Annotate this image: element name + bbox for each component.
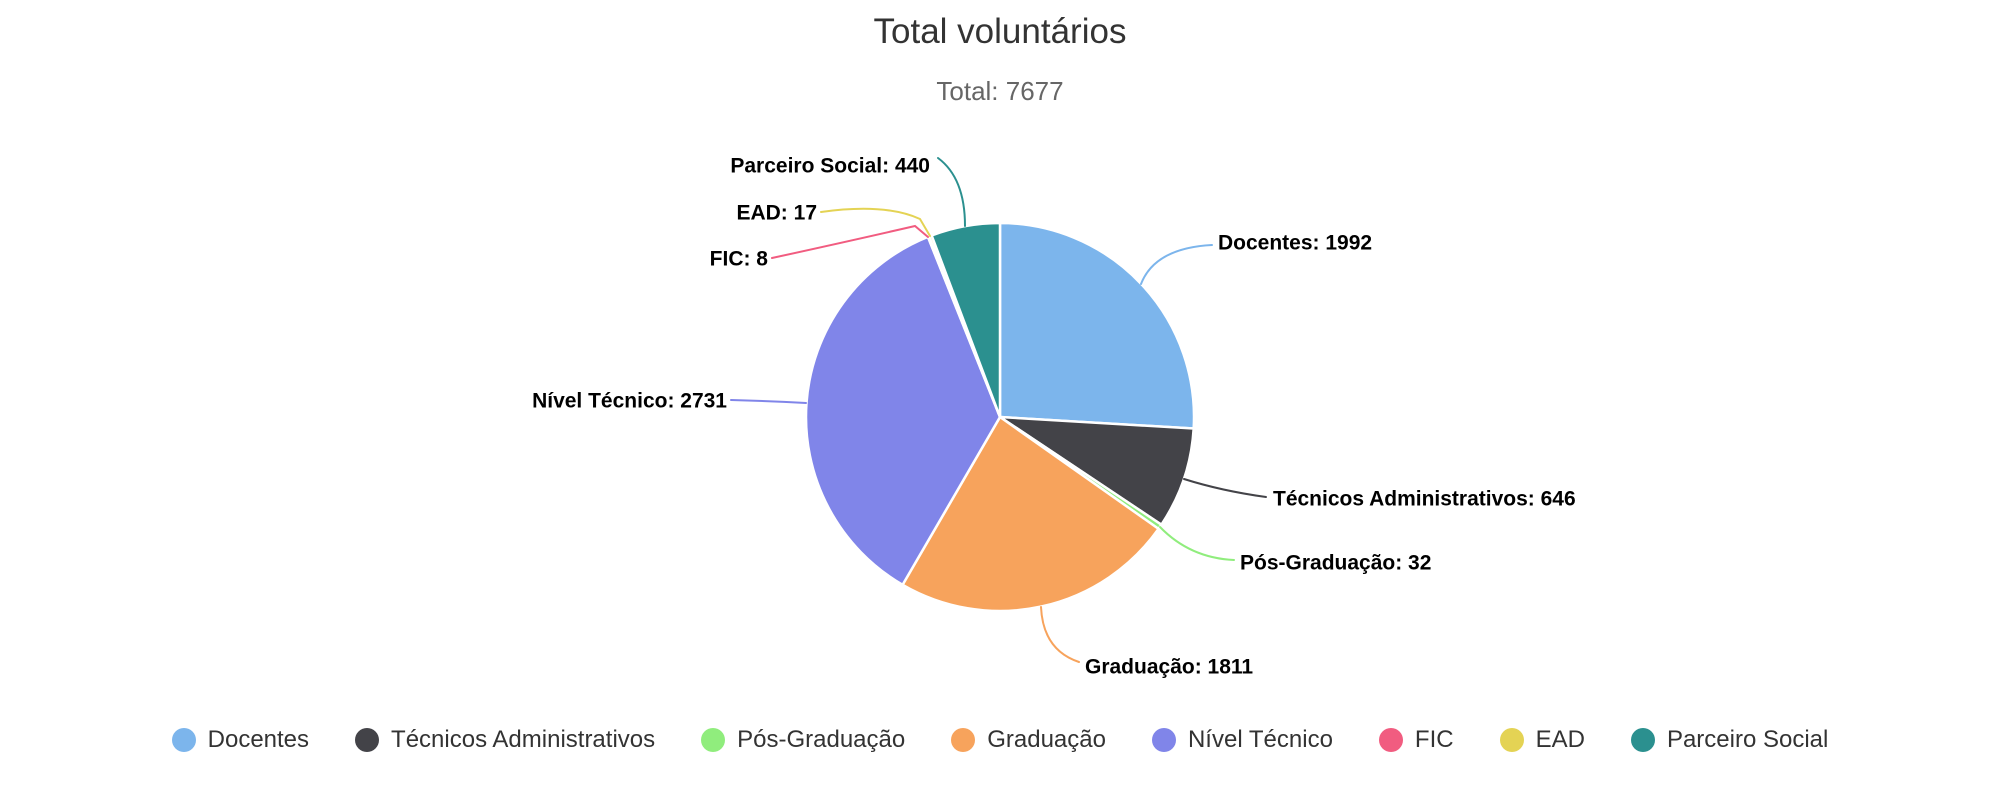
legend-label: Parceiro Social (1666, 726, 1829, 753)
connector-tecnicos-administrativos (1183, 478, 1267, 498)
legend: Docentes Técnicos Administrativos Pós-Grad… (0, 714, 2000, 766)
legend-item-docentes[interactable]: Docentes (171, 726, 310, 754)
legend-label: Pós-Graduação (737, 726, 906, 753)
legend-label: EAD (1535, 726, 1585, 753)
slice-label-parceiro-social: Parceiro Social: 440 (730, 155, 930, 178)
connector-graduacao (1040, 606, 1080, 663)
slice-label-docentes: Docentes: 1992 (1218, 232, 1372, 255)
slice-label-graduacao: Graduação: 1811 (1085, 656, 1253, 679)
legend-item-parceiro-social[interactable]: Parceiro Social (1630, 726, 1829, 754)
pie-slice-docentes[interactable] (998, 221, 1196, 430)
legend-marker-icon (355, 728, 380, 752)
connector-parceiro-social (937, 157, 966, 227)
legend-label: Graduação (987, 726, 1106, 753)
legend-marker-icon (951, 728, 976, 752)
chart-subtitle: Total: 7677 (936, 76, 1064, 106)
chart-title: Total voluntários (873, 12, 1127, 51)
slice-label-ead: EAD: 17 (736, 202, 817, 225)
legend-item-ead[interactable]: EAD (1499, 726, 1585, 754)
connector-ead (820, 207, 931, 237)
connector-docentes (1140, 244, 1213, 285)
legend-item-tecnicos-administrativos[interactable]: Técnicos Administrativos (355, 726, 655, 754)
legend-marker-icon (1630, 728, 1655, 752)
slice-label-fic: FIC: 8 (710, 248, 769, 271)
legend-marker-icon (1151, 728, 1176, 752)
legend-item-nivel-tecnico[interactable]: Nível Técnico (1151, 726, 1333, 754)
slice-label-nivel-tecnico: Nível Técnico: 2731 (532, 390, 727, 413)
legend-marker-icon (701, 728, 726, 752)
legend-label: Docentes (207, 726, 310, 753)
legend-marker-icon (1499, 728, 1524, 752)
slice-label-tecnicos-administrativos: Técnicos Administrativos: 646 (1273, 488, 1576, 511)
legend-marker-icon (1378, 728, 1403, 752)
connector-fic (771, 224, 929, 259)
slice-label-pos-graduacao: Pós-Graduação: 32 (1240, 552, 1431, 575)
connector-pos-graduacao (1159, 526, 1235, 561)
legend-item-fic[interactable]: FIC (1378, 726, 1454, 754)
legend-item-graduacao[interactable]: Graduação (951, 726, 1106, 754)
connector-nivel-tecnico (730, 399, 807, 404)
legend-label: Técnicos Administrativos (391, 726, 656, 753)
legend-marker-icon (171, 728, 196, 752)
legend-label: Nível Técnico (1187, 726, 1333, 753)
legend-item-pos-graduacao[interactable]: Pós-Graduação (701, 726, 905, 754)
legend-label: FIC (1414, 726, 1454, 753)
